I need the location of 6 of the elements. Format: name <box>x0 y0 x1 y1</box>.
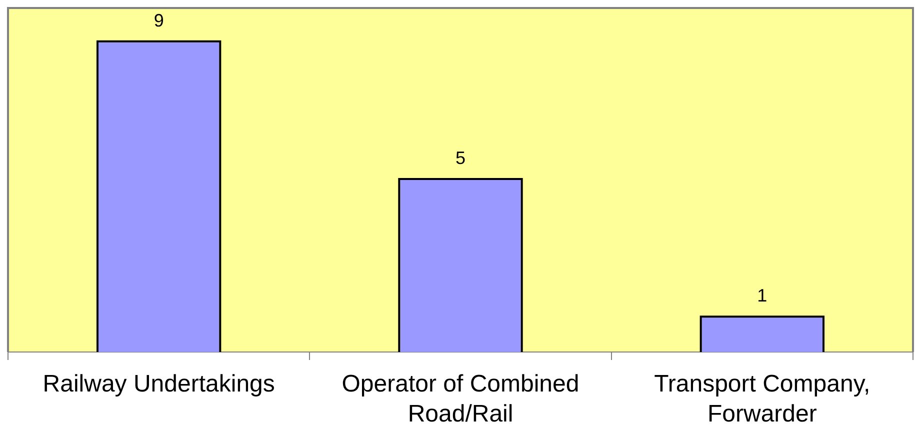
x-tick-label: Transport Company, Forwarder <box>654 370 870 428</box>
data-label: 5 <box>455 148 466 168</box>
x-tick-label: Operator of Combined Road/Rail <box>342 370 580 428</box>
data-label: 9 <box>154 10 164 30</box>
data-label: 1 <box>757 286 768 306</box>
x-tick-label: Railway Undertakings <box>42 370 275 398</box>
